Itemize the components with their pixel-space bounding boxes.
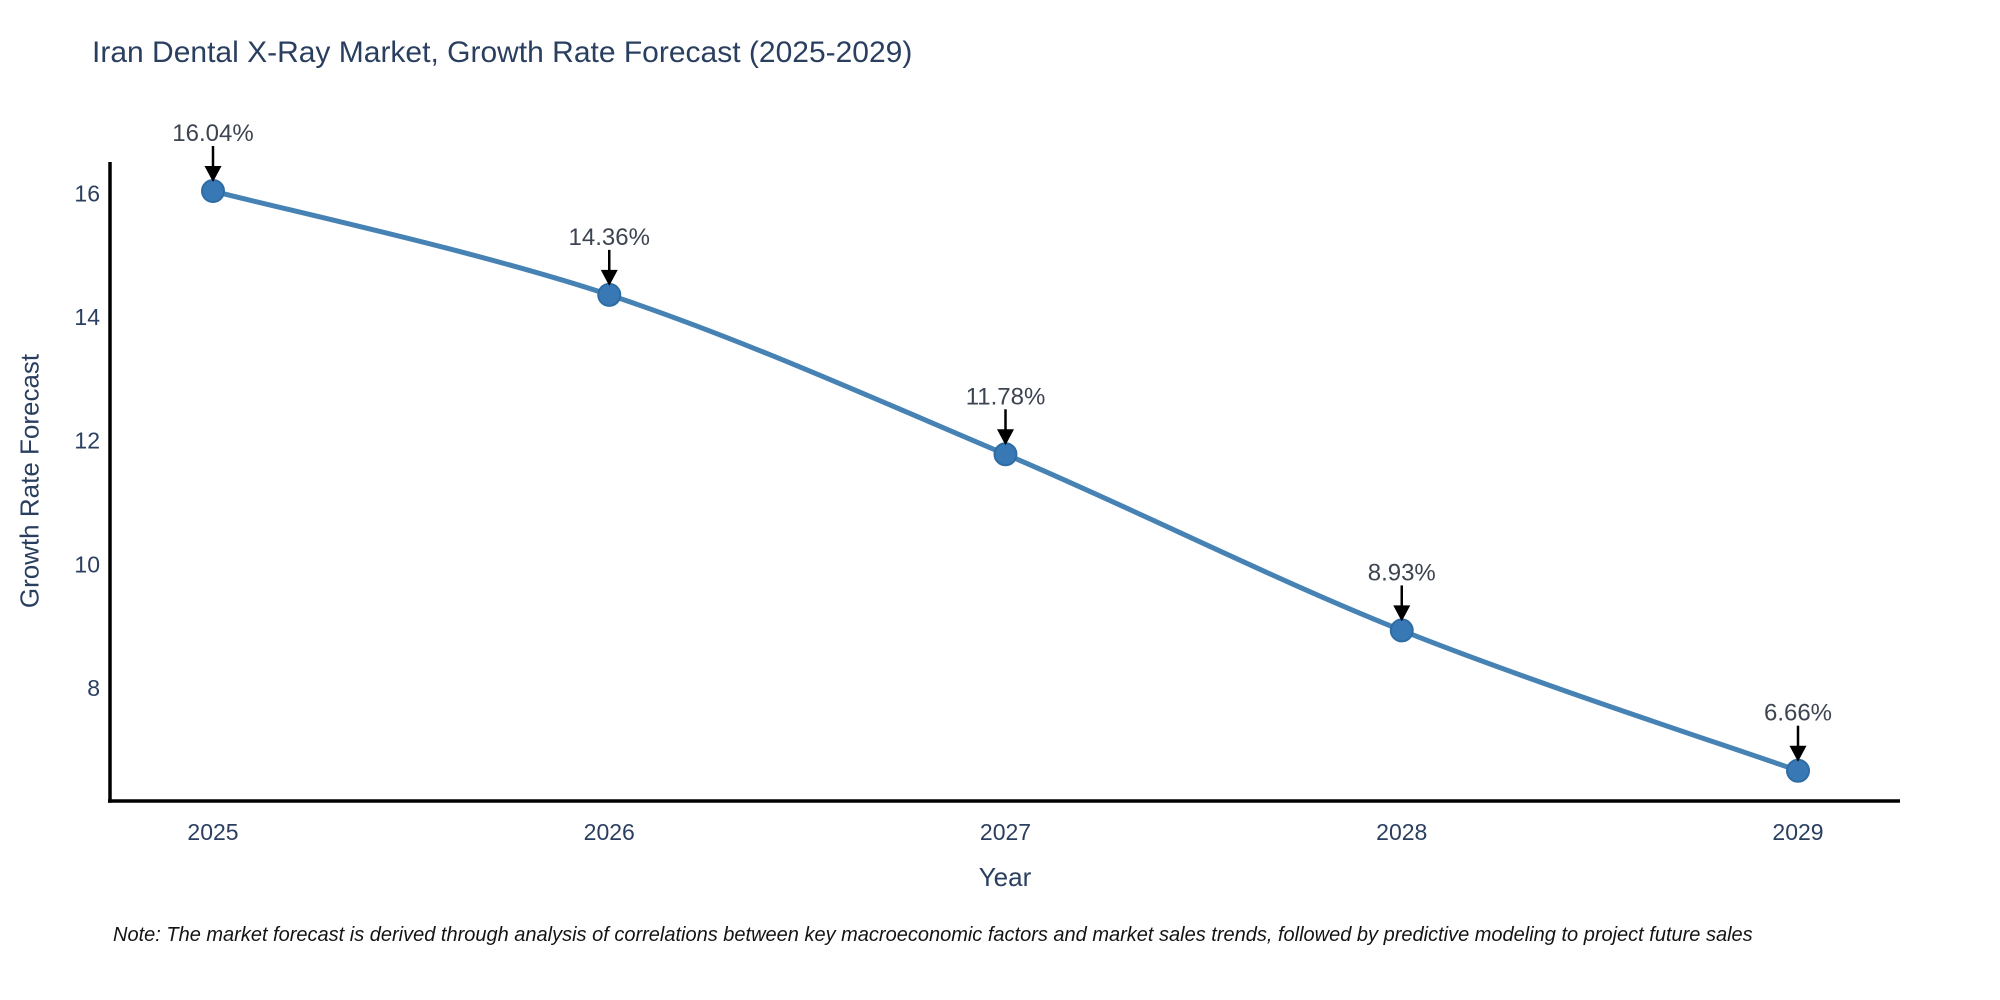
annotation-label: 8.93% — [1368, 559, 1436, 586]
data-point-marker — [1786, 758, 1810, 783]
y-tick-label: 16 — [74, 181, 100, 207]
footnote: Note: The market forecast is derived thr… — [113, 924, 1753, 946]
x-tick-label: 2026 — [584, 819, 635, 845]
x-tick-label: 2025 — [187, 819, 238, 845]
x-tick-label: 2029 — [1772, 819, 1823, 845]
forecast-line — [210, 188, 1801, 774]
annotation-label: 6.66% — [1764, 700, 1832, 727]
annotation-arrow-head — [997, 429, 1014, 446]
annotation-label: 11.78% — [966, 383, 1046, 410]
annotation-arrow-head — [1393, 605, 1411, 622]
y-tick-label: 12 — [74, 428, 100, 454]
annotation-arrow-head — [600, 269, 618, 286]
y-tick-label: 10 — [74, 551, 100, 577]
chart-title: Iran Dental X-Ray Market, Growth Rate Fo… — [92, 36, 913, 69]
annotation-arrow-head — [1789, 745, 1807, 762]
x-axis-title: Year — [978, 862, 1032, 892]
data-point-marker — [1389, 618, 1414, 643]
x-tick-label: 2027 — [980, 819, 1031, 845]
annotation-label: 14.36% — [569, 224, 650, 251]
annotation-arrow-head — [204, 166, 222, 183]
data-point-marker — [597, 282, 622, 307]
y-tick-label: 8 — [87, 675, 100, 701]
data-point-marker — [201, 179, 225, 204]
x-tick-label: 2028 — [1376, 819, 1427, 845]
data-point-marker — [993, 442, 1018, 467]
annotation-label: 16.04% — [172, 120, 253, 147]
y-tick-label: 14 — [74, 304, 100, 330]
